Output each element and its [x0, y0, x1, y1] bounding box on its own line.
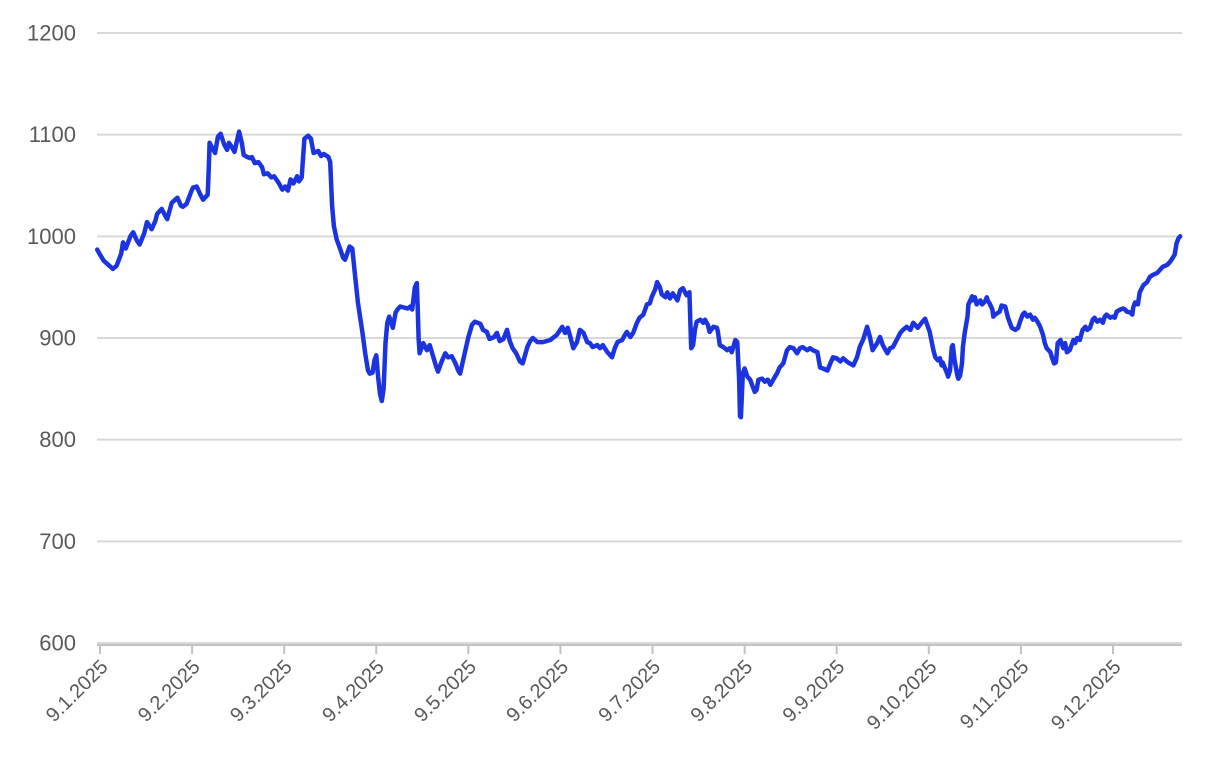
x-axis-tick-label: 9.4.2025 [318, 656, 389, 727]
y-axis-tick-label: 600 [39, 631, 76, 656]
x-axis-tick-label: 9.12.2025 [1047, 656, 1125, 734]
x-axis-tick-label: 9.5.2025 [410, 656, 481, 727]
y-axis-tick-label: 1100 [29, 122, 76, 147]
x-axis-tick-label: 9.3.2025 [226, 656, 297, 727]
series-line-price [94, 129, 1183, 420]
x-axis-tick-label: 9.2.2025 [134, 656, 205, 727]
y-axis-tick-label: 1000 [27, 224, 76, 249]
x-axis-tick-label: 9.6.2025 [502, 656, 573, 727]
y-axis-tick-label: 800 [39, 427, 76, 452]
x-axis-tick-label: 9.1.2025 [42, 656, 113, 727]
x-axis-tick-label: 9.11.2025 [956, 656, 1033, 733]
x-axis-tick-label: 9.8.2025 [687, 656, 758, 727]
x-axis-tick-label: 9.7.2025 [594, 656, 665, 727]
y-axis-tick-label: 700 [39, 529, 76, 554]
x-axis-tick-label: 9.10.2025 [863, 656, 941, 734]
y-axis-tick-label: 900 [39, 326, 76, 351]
x-axis-tick-label: 9.9.2025 [779, 656, 850, 727]
y-axis-tick-label: 1200 [27, 21, 76, 46]
